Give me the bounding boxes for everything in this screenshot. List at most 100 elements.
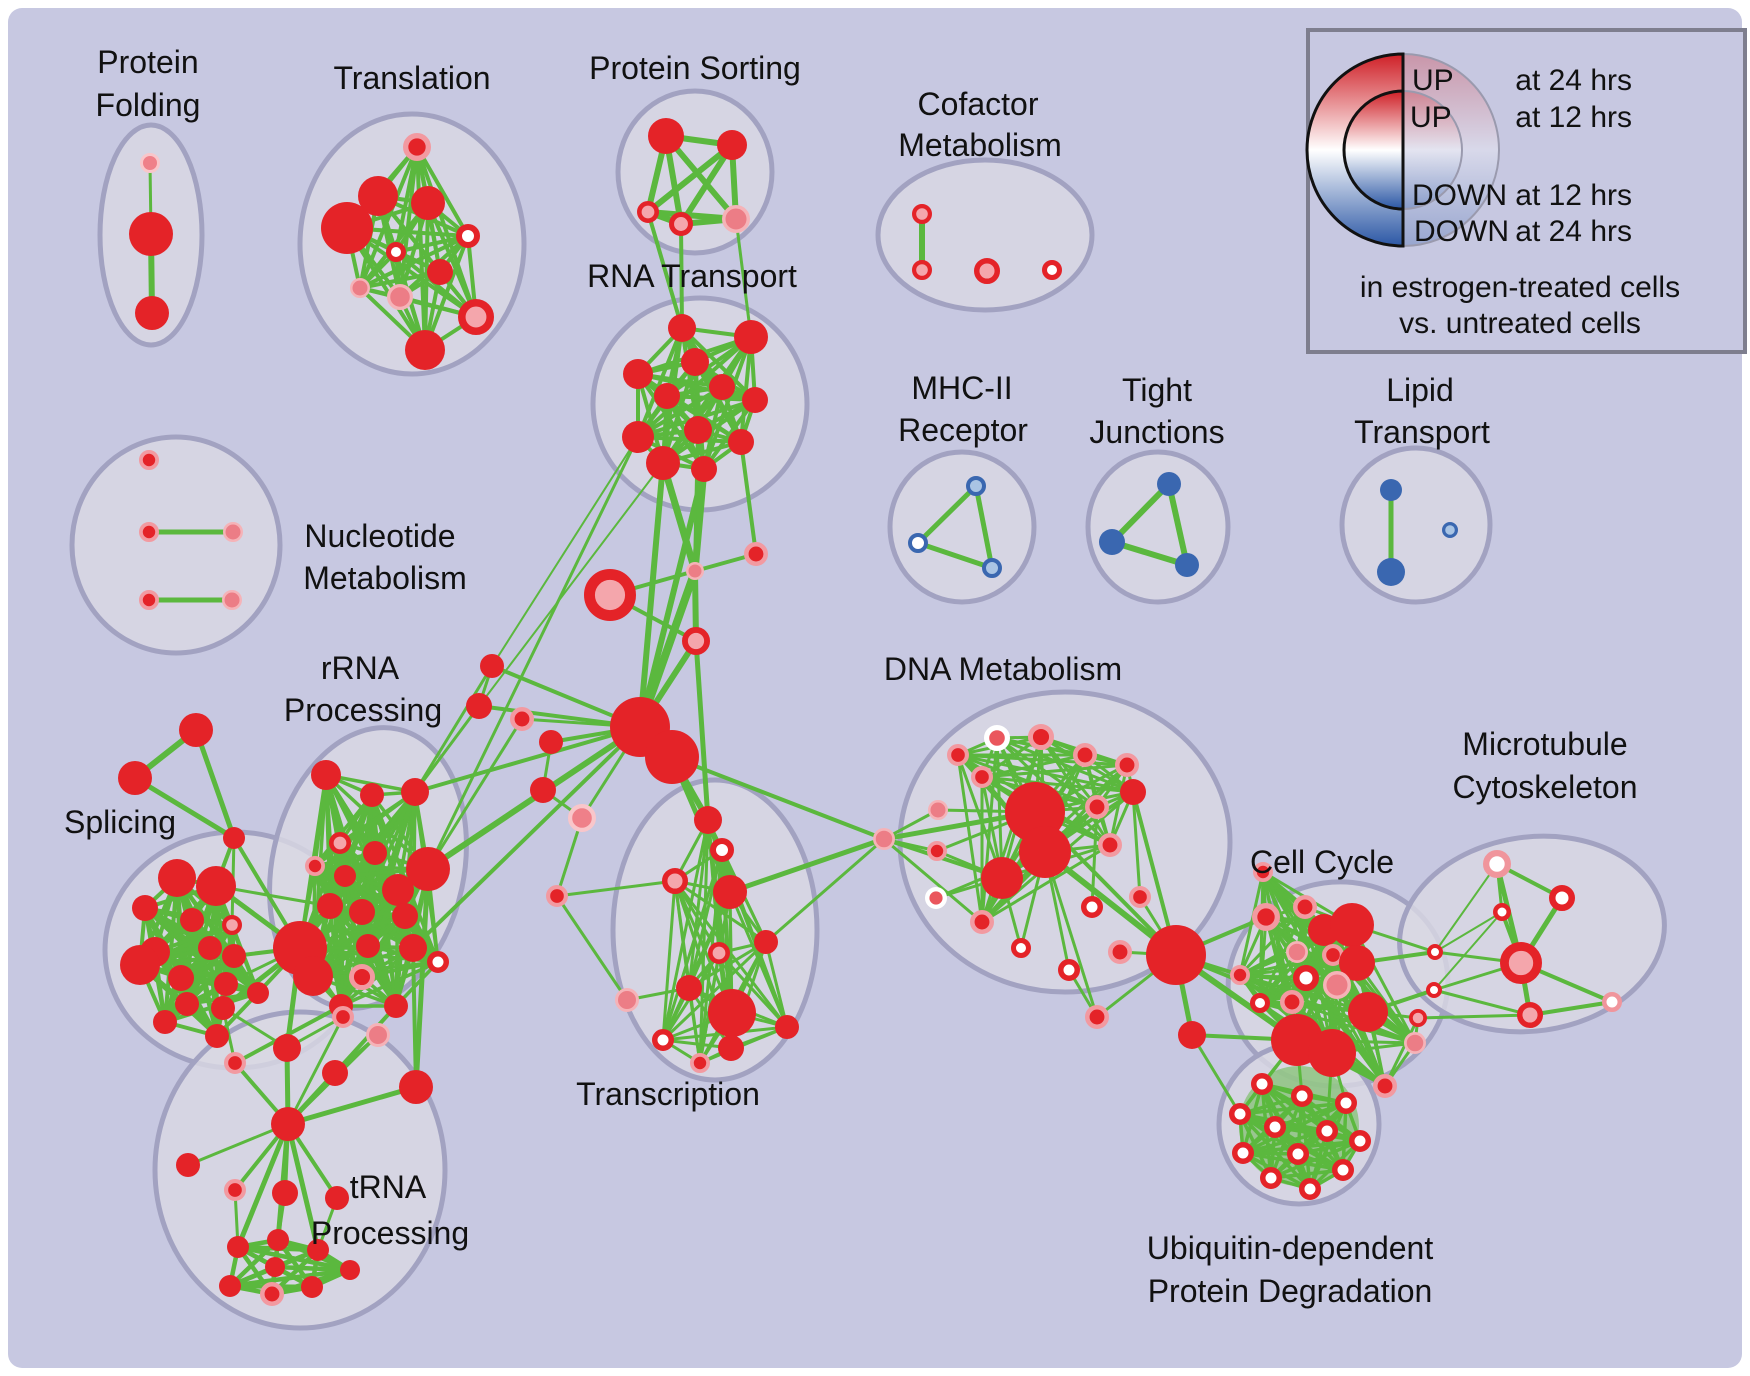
edge-a1-a3 <box>193 727 237 841</box>
node-w8 <box>1516 1001 1543 1028</box>
node-x12 <box>708 989 756 1037</box>
node-x4 <box>546 885 569 908</box>
node-b7 <box>1349 1130 1371 1152</box>
node-e2 <box>1293 895 1318 920</box>
label-nucleotide-2: Metabolism <box>303 560 467 596</box>
node-k1 <box>1178 1021 1206 1049</box>
node-b4 <box>1229 1103 1251 1125</box>
node-d2 <box>1027 723 1054 750</box>
node-u10 <box>325 1186 349 1210</box>
node-d0 <box>873 828 895 850</box>
node-d12 <box>925 887 948 910</box>
node-p11 <box>214 972 238 996</box>
edge-s2-s4 <box>678 142 735 227</box>
legend-time-12b: at 12 hrs <box>1515 179 1632 212</box>
edge-v1-r9 <box>491 436 639 667</box>
node-v1 <box>480 654 504 678</box>
node-v2 <box>466 693 492 719</box>
node-x9 <box>707 941 730 964</box>
legend-down-12: DOWN <box>1412 179 1507 212</box>
node-q2 <box>360 783 384 807</box>
node-u17 <box>340 1260 360 1280</box>
node-r6 <box>709 374 735 400</box>
edge-w6-w3 <box>1433 911 1503 991</box>
edge-x4-x15 <box>555 894 629 1002</box>
node-r10 <box>646 446 680 480</box>
label-dna-metabolism: DNA Metabolism <box>884 651 1122 687</box>
label-lipid-1: Lipid <box>1386 372 1454 408</box>
legend-footer-2: vs. untreated cells <box>1399 307 1641 340</box>
edge-s4-r1 <box>679 222 684 330</box>
node-t1 <box>403 133 432 162</box>
node-p15 <box>205 1024 229 1048</box>
label-protein-folding-2: Folding <box>96 87 201 123</box>
node-r9 <box>622 421 654 453</box>
node-s4 <box>669 212 694 237</box>
node-d17 <box>1081 896 1103 918</box>
node-q9 <box>382 874 414 906</box>
node-b5 <box>1264 1116 1286 1138</box>
node-q16 <box>427 951 449 973</box>
node-e16 <box>1404 1032 1426 1054</box>
edge-m1-m2 <box>915 483 979 546</box>
node-b2 <box>1291 1085 1313 1107</box>
edge-v2-q3 <box>413 704 481 794</box>
node-n1 <box>138 449 159 470</box>
edge-r6-r9 <box>636 385 724 439</box>
node-e17 <box>1230 965 1251 986</box>
edge-v3-q7 <box>426 717 524 871</box>
label-ubiquitin-1: Ubiquitin-dependent <box>1147 1230 1434 1266</box>
edge-r1-r9 <box>636 326 684 439</box>
legend-circle-inner-right <box>1402 89 1463 211</box>
node-u20 <box>366 1023 390 1047</box>
node-u13 <box>307 1239 329 1261</box>
node-h2 <box>645 730 699 784</box>
node-q3 <box>401 778 429 806</box>
label-translation: Translation <box>333 60 490 96</box>
edge-g1-g3 <box>1166 481 1190 568</box>
edge-t3-t10 <box>426 201 478 319</box>
node-u11 <box>227 1236 249 1258</box>
cluster-ellipse-cofactor-metabolism <box>875 157 1095 313</box>
nodes-layer <box>118 118 1622 1307</box>
node-p9 <box>120 945 160 985</box>
node-w2 <box>1549 885 1575 911</box>
node-w1 <box>1483 850 1512 879</box>
node-r7 <box>742 387 768 413</box>
node-p2 <box>196 866 236 906</box>
node-c1 <box>911 204 932 225</box>
node-u18 <box>265 1257 285 1277</box>
node-t5 <box>456 224 480 248</box>
label-protein-sorting: Protein Sorting <box>589 50 801 86</box>
node-c0 <box>584 569 637 622</box>
edge-t1-t5 <box>415 145 470 238</box>
node-d19 <box>1108 940 1133 965</box>
node-u7 <box>176 1153 200 1177</box>
label-rrna-2: Processing <box>284 692 442 728</box>
edge-d21-d18 <box>956 753 1135 794</box>
label-cofactor-2: Metabolism <box>898 127 1062 163</box>
cluster-labels-layer: Protein Folding Translation Protein Sort… <box>64 44 1638 1309</box>
edge-b10-b11 <box>1269 1168 1345 1180</box>
edge-e0-e17 <box>1238 870 1265 977</box>
node-d14 <box>1011 938 1031 958</box>
edge-x10-x16 <box>661 940 768 1042</box>
edge-b3-b4 <box>1238 1101 1348 1116</box>
edge-q12-q19 <box>394 914 407 1008</box>
edge-d11-d21 <box>956 753 1004 880</box>
node-d1 <box>983 724 1010 751</box>
node-x15 <box>615 988 639 1012</box>
node-x5 <box>694 806 722 834</box>
node-q14 <box>356 934 380 958</box>
legend-time-12a: at 12 hrs <box>1515 101 1632 134</box>
node-u4 <box>322 1060 348 1086</box>
node-u2 <box>223 1051 246 1074</box>
node-w4 <box>1427 944 1443 960</box>
node-l1 <box>1380 479 1402 501</box>
edge-d13-d21 <box>956 753 984 924</box>
node-q19 <box>384 994 408 1018</box>
label-cofactor-1: Cofactor <box>918 86 1039 122</box>
node-l3 <box>1441 521 1458 538</box>
edge-w8-w9 <box>1528 1000 1614 1017</box>
node-p14 <box>153 1010 177 1034</box>
